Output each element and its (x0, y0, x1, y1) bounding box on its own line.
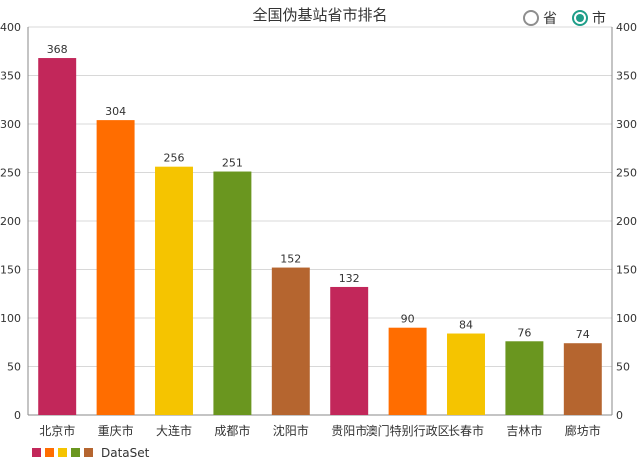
legend-label: DataSet (101, 446, 150, 460)
x-tick-label: 北京市 (39, 423, 75, 438)
bar-value-label: 152 (280, 253, 301, 266)
bar (38, 58, 77, 415)
x-tick-label: 长春市 (448, 423, 484, 438)
bar (447, 333, 485, 415)
y-tick-label-left: 50 (7, 361, 21, 374)
bar-value-label: 368 (47, 43, 68, 56)
bar-value-label: 74 (576, 328, 590, 341)
bar-value-label: 90 (401, 313, 415, 326)
x-tick-label: 沈阳市 (273, 423, 309, 438)
legend-swatch (71, 448, 80, 457)
y-tick-label-right: 150 (616, 264, 637, 277)
y-tick-label-right: 100 (616, 312, 637, 325)
x-tick-label: 大连市 (156, 423, 192, 438)
bar (563, 343, 602, 415)
radio-checked-icon (572, 10, 588, 26)
bar (96, 120, 135, 416)
bar (330, 286, 369, 415)
legend-swatch (58, 448, 67, 457)
x-tick-label: 重庆市 (98, 423, 134, 438)
y-tick-label-left: 300 (0, 118, 21, 131)
y-tick-label-left: 0 (14, 409, 21, 422)
chart-title: 全国伪基站省市排名 (252, 6, 388, 24)
y-tick-label-left: 150 (0, 264, 21, 277)
bar-value-label: 304 (105, 105, 126, 118)
legend-swatch (32, 448, 41, 457)
radio-city-label: 市 (592, 11, 606, 27)
y-tick-label-right: 400 (616, 21, 637, 34)
bar-value-label: 84 (459, 319, 473, 332)
y-tick-label-left: 250 (0, 167, 21, 180)
bar (271, 267, 310, 415)
radio-province-label: 省 (543, 11, 557, 27)
radio-city[interactable]: 市 (572, 8, 606, 28)
y-tick-label-right: 350 (616, 70, 637, 83)
y-tick-label-right: 300 (616, 118, 637, 131)
bar (155, 166, 193, 415)
bar-value-label: 256 (164, 152, 185, 165)
bar-value-label: 76 (517, 326, 531, 339)
x-tick-label: 成都市 (214, 423, 250, 438)
radio-unchecked-icon (523, 10, 539, 26)
bar (388, 327, 427, 415)
y-tick-label-left: 100 (0, 312, 21, 325)
bar-value-label: 251 (222, 157, 243, 170)
bar (505, 341, 544, 415)
y-tick-label-right: 0 (616, 409, 623, 422)
x-tick-label: 吉林市 (506, 423, 542, 438)
x-tick-label: 澳门特别行政区 (366, 423, 450, 438)
y-tick-label-left: 350 (0, 70, 21, 83)
bar-value-label: 132 (339, 272, 360, 285)
y-tick-label-right: 200 (616, 215, 637, 228)
bar (213, 171, 252, 415)
radio-province[interactable]: 省 (523, 8, 557, 28)
y-tick-label-left: 200 (0, 215, 21, 228)
legend-swatch (45, 448, 54, 457)
y-tick-label-right: 250 (616, 167, 637, 180)
y-tick-label-right: 50 (616, 361, 630, 374)
y-tick-label-left: 400 (0, 21, 21, 34)
legend-swatches (32, 446, 97, 460)
x-tick-label: 贵阳市 (331, 423, 367, 438)
legend-swatch (84, 448, 93, 457)
legend: DataSet (32, 446, 149, 460)
x-tick-label: 廊坊市 (565, 423, 601, 438)
